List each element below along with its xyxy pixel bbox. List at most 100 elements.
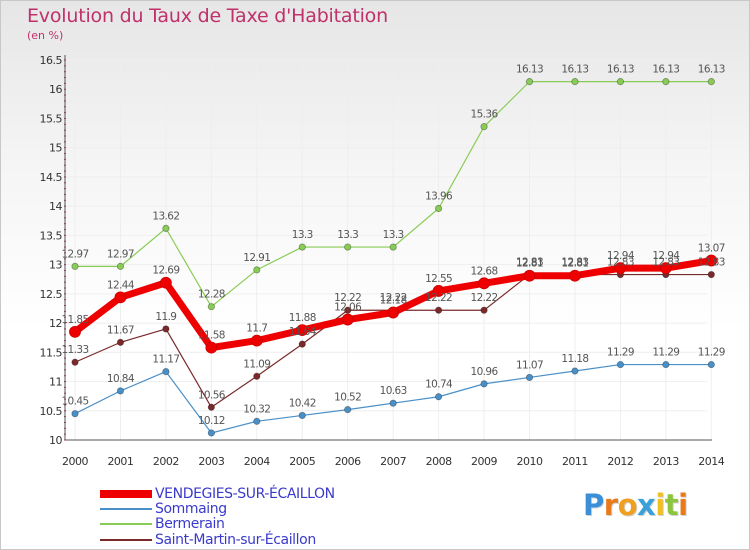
proxiti-logo: Proxiti [583,488,688,522]
data-point-3 [253,372,261,380]
data-label-0: 11.7 [246,323,267,335]
data-label-0: 13.07 [698,243,725,255]
legend-label: Saint-Martin-sur-Écaillon [155,532,316,548]
data-label-3: 12.83 [561,257,588,269]
logo-letter: P [583,488,604,522]
data-label-2: 16.13 [561,64,588,76]
x-tick-label: 2008 [426,455,452,468]
data-label-0: 12.68 [471,265,498,277]
data-point-2 [616,78,625,86]
data-label-3: 11.67 [107,324,134,336]
data-label-1: 10.52 [334,392,361,404]
data-point-0 [569,269,581,282]
logo-letter: x [637,488,656,522]
data-label-1: 11.18 [561,353,588,365]
logo-letter: i [655,488,665,522]
logo-letter: t [664,488,679,522]
data-label-1: 10.32 [243,403,270,415]
data-label-3: 12.83 [607,257,634,269]
data-point-1 [434,393,443,401]
data-label-0: 11.85 [61,314,88,326]
data-label-0: 12.94 [607,250,635,262]
data-label-1: 10.63 [380,385,407,397]
logo-letter: i [678,488,688,522]
data-point-2 [662,78,670,86]
data-label-1: 11.29 [652,347,679,359]
data-label-2: 13.62 [152,210,179,222]
data-point-3 [116,338,125,346]
x-tick-label: 2009 [471,455,497,468]
data-label-1: 10.12 [198,415,225,427]
data-point-1 [662,360,670,369]
legend-item-1: Sommaing [100,501,420,517]
data-label-3: 12.83 [516,257,543,269]
data-label-2: 13.3 [292,229,313,241]
data-point-2 [298,243,306,251]
data-label-0: 11.58 [198,330,225,342]
x-tick-label: 2010 [517,455,543,468]
data-point-3 [344,306,352,314]
data-point-0 [705,254,718,267]
data-point-1 [162,367,170,376]
data-label-2: 15.36 [471,109,499,121]
data-point-3 [480,306,488,314]
data-point-1 [116,387,125,395]
data-label-1: 11.07 [516,359,543,371]
data-label-3: 12.22 [380,292,407,304]
series-group [69,78,718,437]
logo-letter: o [617,488,638,522]
data-label-2: 12.97 [61,248,88,260]
data-label-1: 10.96 [471,366,499,378]
data-point-2 [525,78,534,86]
data-label-1: 11.17 [152,354,179,366]
y-tick-label: 14 [49,200,62,213]
data-point-2 [71,262,79,270]
data-label-1: 10.74 [425,379,453,391]
data-label-0: 12.69 [152,265,179,277]
data-label-2: 16.13 [516,64,543,76]
y-tick-label: 12 [49,317,62,330]
y-tick-label: 13 [49,259,62,272]
y-tick-label: 16 [49,83,62,96]
data-point-1 [253,417,261,425]
x-tick-label: 2001 [107,455,133,468]
data-label-2: 16.13 [652,64,679,76]
chart-title: Evolution du Taux de Taxe d'Habitation [27,5,388,27]
data-label-2: 16.13 [607,64,634,76]
data-point-3 [707,270,715,279]
data-point-0 [159,276,172,289]
axes: 10 10.5 11 11.5 12 12.5 13 13.5 14 14.5 15 15.5 16 16… [40,54,726,468]
y-tick-label: 10 [49,434,62,447]
y-tick-label: 16.5 [40,54,63,67]
data-label-3: 11.09 [243,358,270,370]
data-label-3: 10.56 [198,389,226,401]
data-label-1: 10.84 [107,373,135,385]
data-point-3 [298,340,306,348]
x-tick-label: 2013 [653,455,679,468]
data-label-3: 12.22 [471,292,498,304]
data-label-0: 12.94 [652,250,680,262]
data-label-3: 12.22 [425,292,452,304]
x-tick-label: 2006 [335,455,361,468]
y-tick-label: 15 [49,142,62,155]
data-point-1 [298,411,306,420]
data-point-3 [434,306,443,314]
x-tick-label: 2011 [562,455,588,468]
data-label-1: 10.45 [61,396,88,408]
data-label-3: 12.83 [698,257,725,269]
data-label-0: 12.18 [380,295,407,307]
legend-label: Sommaing [155,501,227,517]
data-point-1 [707,360,715,369]
data-point-1 [525,373,534,382]
data-label-2: 12.91 [243,252,270,264]
data-point-3 [162,325,170,333]
legend-item-2: Bermerain [100,516,420,532]
data-labels: 11.8512.4412.6911.5811.711.8812.0612.181… [61,64,725,427]
data-point-2 [480,123,488,131]
data-point-0 [296,324,309,336]
data-point-0 [387,306,400,319]
data-label-2: 13.3 [383,229,404,241]
grid [65,59,712,441]
data-point-0 [523,269,536,282]
data-point-0 [614,262,627,275]
